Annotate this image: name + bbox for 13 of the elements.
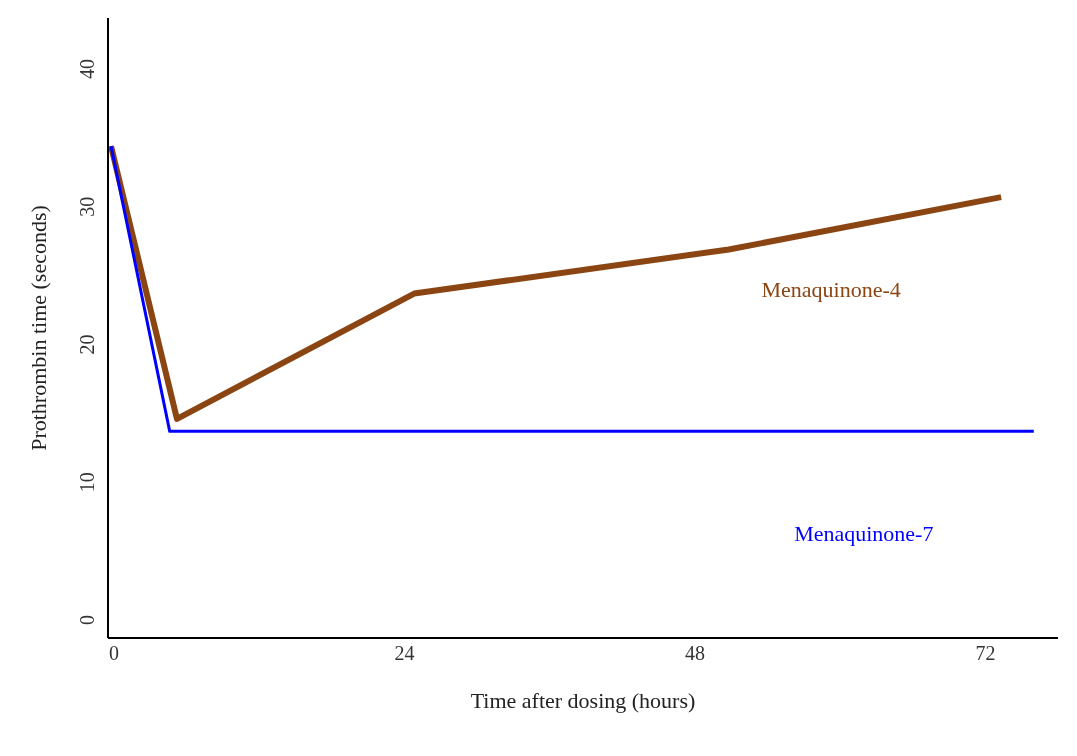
y-tick-label: 20	[76, 334, 98, 355]
y-tick-label: 30	[76, 196, 98, 217]
y-axis-title: Prothrombin time (seconds)	[25, 205, 51, 451]
text: Menaquinone-7	[794, 521, 934, 547]
y-tick-label: 40	[76, 58, 98, 79]
series-label: Menaquinone-4	[761, 277, 901, 303]
x-tick-label: 24	[394, 642, 415, 665]
x-tick-label: 72	[975, 642, 996, 665]
y-tick-label: 10	[76, 472, 98, 493]
y-tick-label: 0	[76, 615, 98, 626]
x-axis-title: Time after dosing (hours)	[470, 688, 696, 713]
x-tick-label: 48	[684, 642, 705, 665]
x-tick-label: 0	[109, 642, 120, 665]
